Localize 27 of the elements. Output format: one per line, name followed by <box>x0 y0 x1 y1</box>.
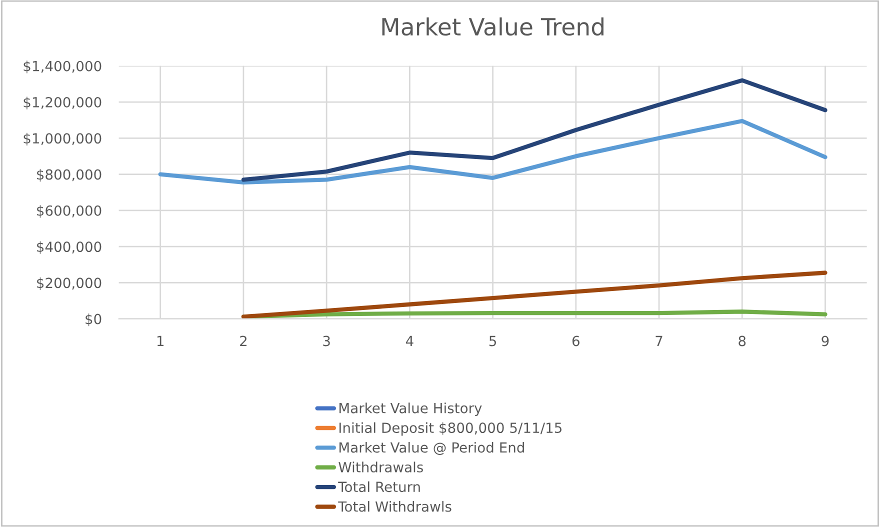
legend-label: Withdrawals <box>338 462 423 472</box>
x-tick-label: 1 <box>157 336 164 346</box>
y-tick-label: $600,000 <box>37 205 102 218</box>
x-tick-label: 9 <box>822 336 829 346</box>
x-tick-label: 5 <box>489 336 496 346</box>
y-tick-label: $0 <box>86 314 102 326</box>
x-tick-label: 7 <box>656 336 662 346</box>
legend-label: Market Value History <box>339 402 482 416</box>
legend-label: Initial Deposit $800,000 5/11/15 <box>339 422 562 436</box>
y-tick-label: $800,000 <box>37 169 102 182</box>
x-tick-label: 8 <box>738 336 746 346</box>
legend-label: Total Return <box>338 481 420 492</box>
y-tick-label: $1,200,000 <box>24 96 102 110</box>
x-tick-label: 2 <box>240 336 246 346</box>
y-tick-label: $1,000,000 <box>24 132 102 146</box>
line-series <box>241 270 828 319</box>
x-tick-label: 4 <box>406 336 414 346</box>
chart-title: Market Value Trend <box>382 17 604 36</box>
legend-label: Market Value @ Period End <box>339 442 524 455</box>
x-tick-label: 3 <box>323 336 330 346</box>
line-series <box>158 118 828 184</box>
line-series <box>241 78 828 182</box>
y-tick-label: $200,000 <box>37 277 102 290</box>
legend-label: Total Withdrawls <box>338 501 452 512</box>
x-tick-label: 6 <box>572 336 580 346</box>
y-tick-label: $1,400,000 <box>24 60 102 74</box>
y-tick-label: $400,000 <box>37 241 102 254</box>
